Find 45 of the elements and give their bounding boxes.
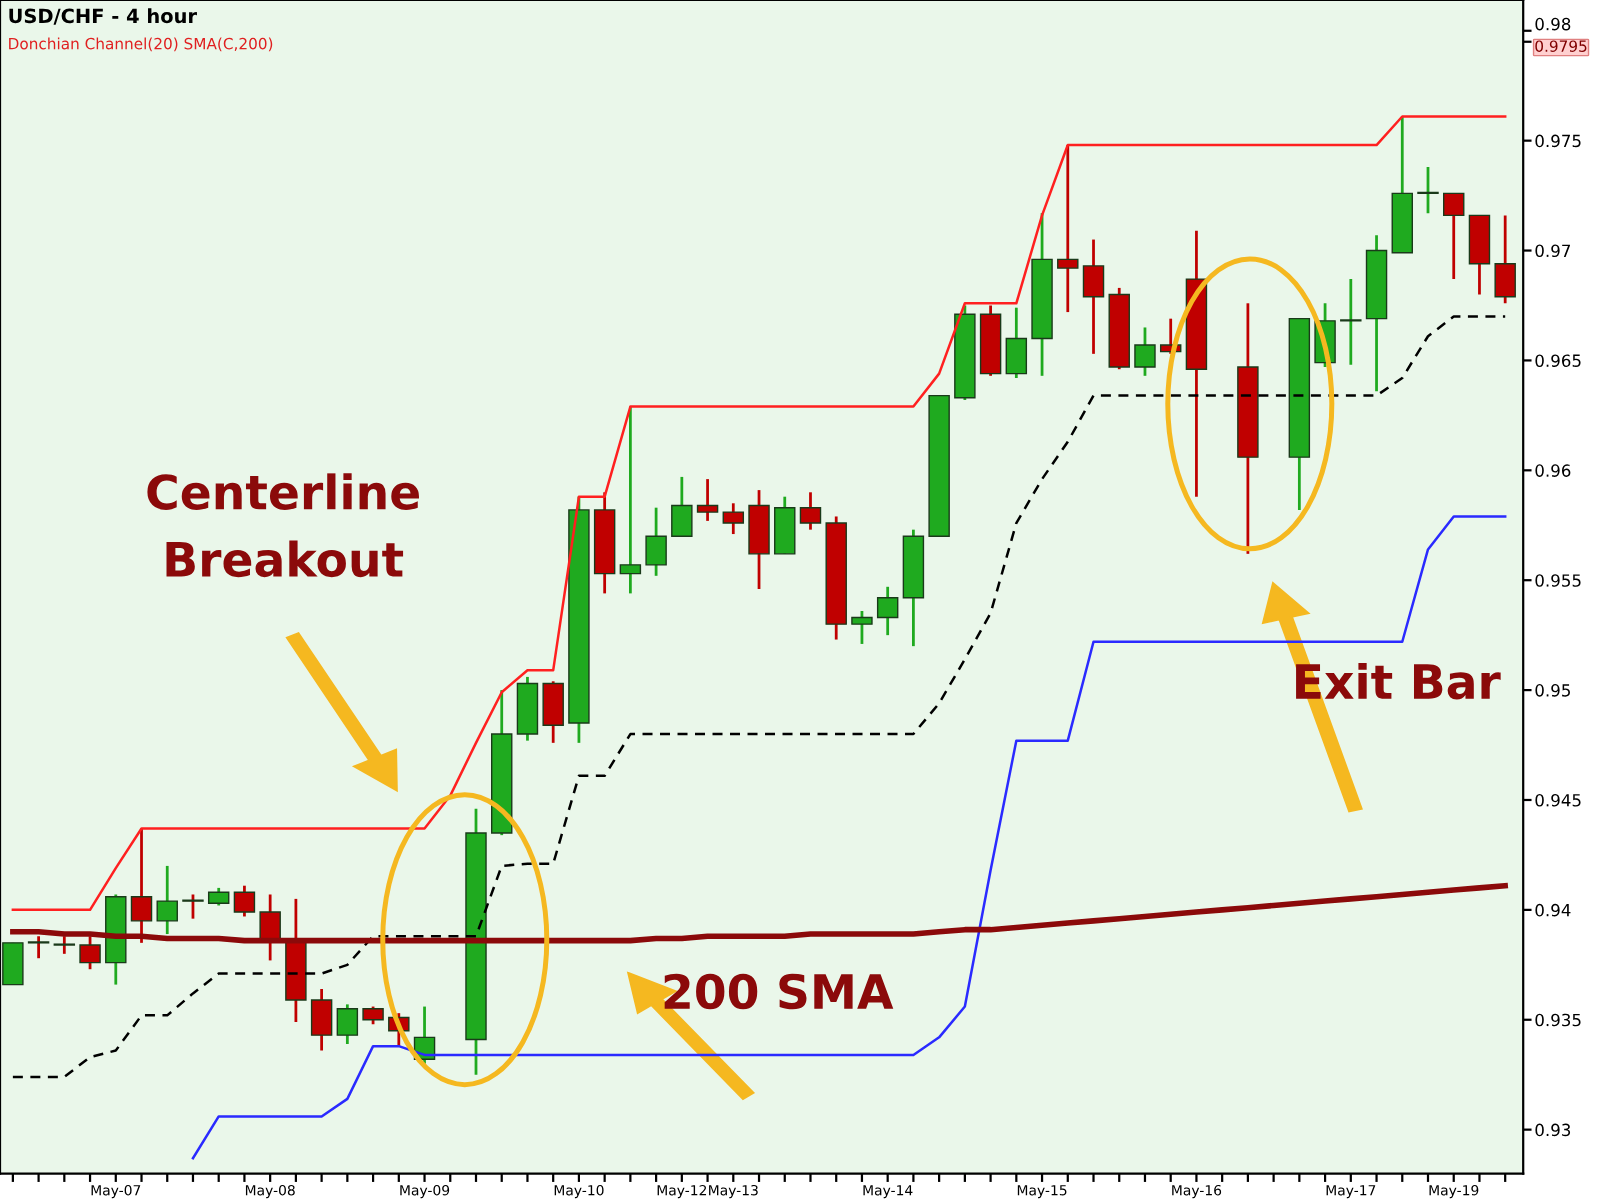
candlestick: [1340, 277, 1362, 367]
candlestick: [1082, 238, 1105, 356]
y-tick-label: 0.94: [1535, 903, 1571, 917]
candlestick: [79, 934, 101, 971]
y-tick-label: 0.97: [1535, 244, 1570, 258]
line-series: [11, 315, 1507, 1079]
candlestick: [1134, 326, 1156, 378]
y-tick-label: 0.945: [1535, 793, 1581, 807]
candlestick: [1494, 213, 1516, 305]
candlestick: [2, 941, 24, 986]
candlestick: [336, 1002, 359, 1046]
y-tick-label: 0.975: [1535, 134, 1581, 148]
chart-title: USD/CHF - 4 hour: [9, 8, 197, 25]
annotation: 200 SMA: [664, 973, 894, 1010]
candlestick: [1057, 143, 1079, 314]
candlestick: [645, 506, 667, 578]
y-tick-label: 0.93: [1535, 1123, 1571, 1137]
candlestick: [310, 987, 333, 1052]
candlestick: [722, 501, 745, 536]
candlestick: [619, 405, 642, 595]
annotation: Centerline Breakout: [147, 473, 419, 578]
candlestick: [799, 490, 822, 532]
candlestick: [1417, 165, 1439, 215]
candlestick: [1005, 306, 1028, 380]
line-series: [10, 882, 1508, 944]
y-tick-label: 0.955: [1535, 574, 1581, 587]
candlestick: [696, 477, 719, 523]
y-tick-label: 0.95: [1535, 684, 1570, 697]
candlestick: [27, 934, 50, 960]
candlestick: [542, 679, 564, 745]
y-tick-label: 0.965: [1535, 354, 1581, 367]
candlestick: [130, 827, 153, 945]
y-tick-label: 0.96: [1535, 464, 1571, 477]
candlestick: [851, 609, 873, 646]
candlestick: [233, 884, 256, 918]
candlestick: [1443, 192, 1465, 281]
line-series: [11, 115, 1507, 912]
candlestick: [876, 585, 899, 637]
candlestick: [156, 864, 178, 936]
candlestick: [671, 475, 693, 538]
candlestick: [182, 893, 204, 921]
y-tick-label: 0.98: [1535, 17, 1571, 31]
y-tick-label: 0.935: [1535, 1013, 1581, 1027]
candlestick: [774, 495, 796, 556]
candlestick: [259, 893, 281, 962]
